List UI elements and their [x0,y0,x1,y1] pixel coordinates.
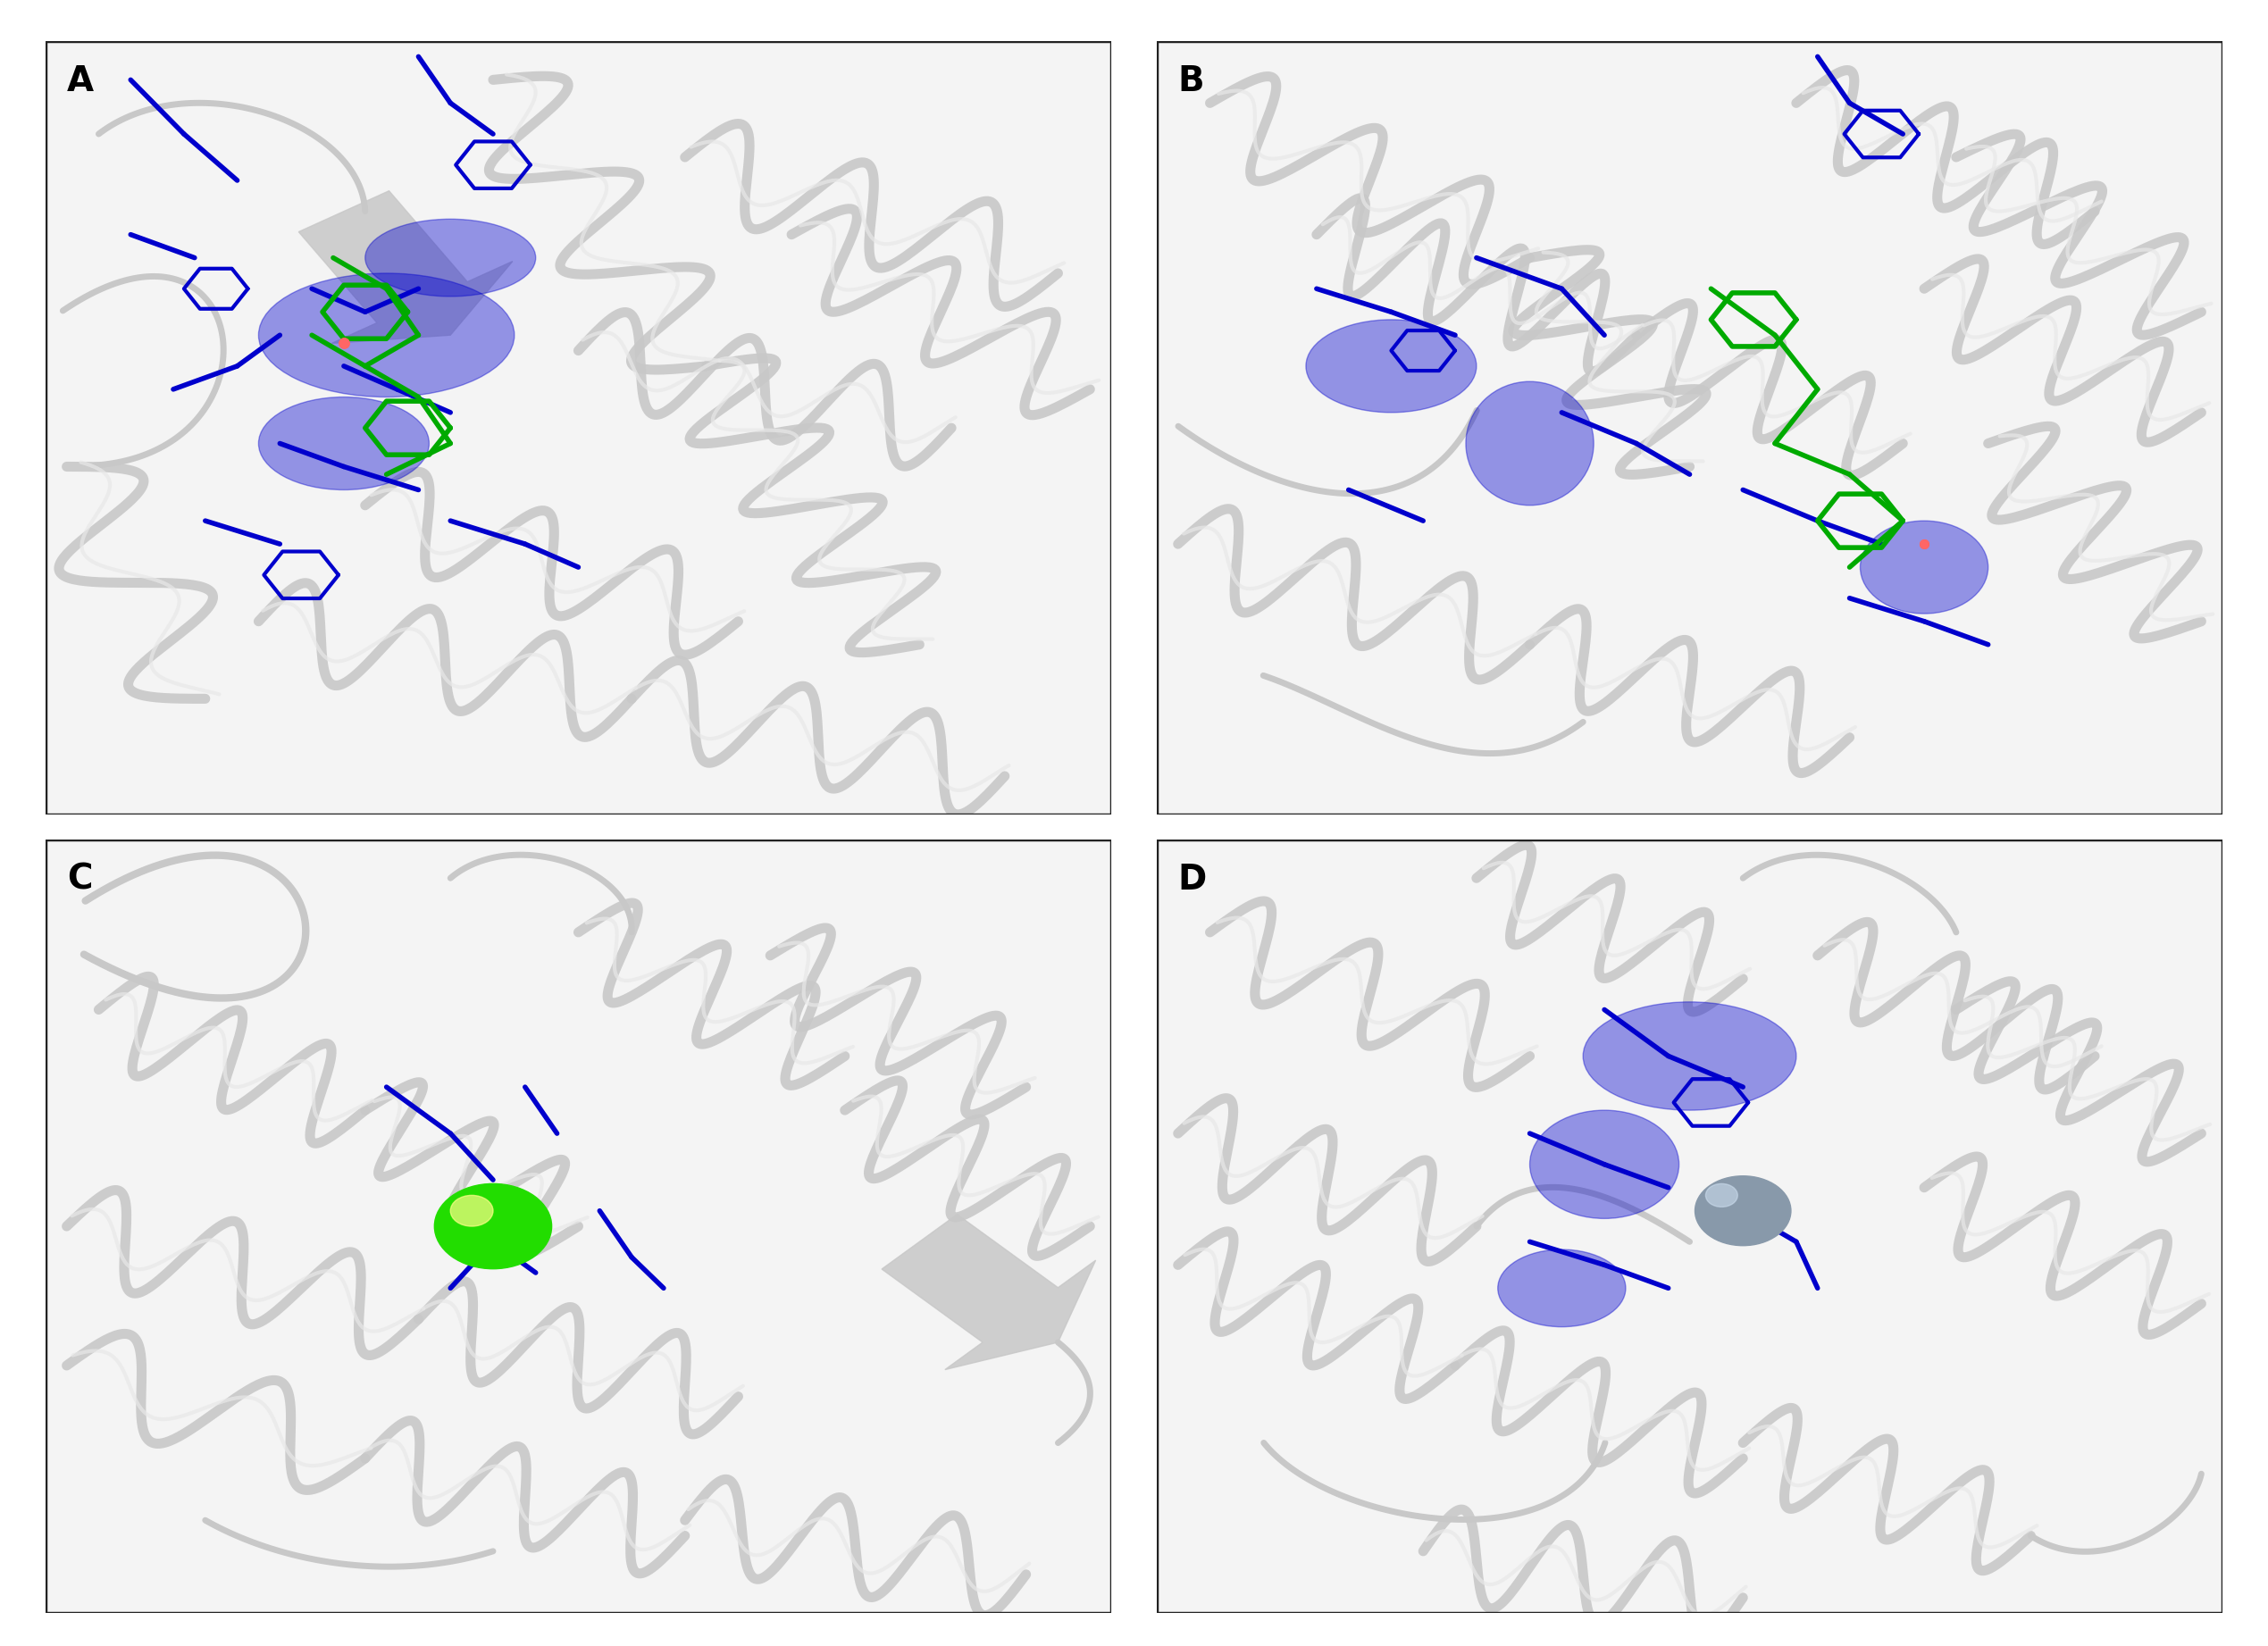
Ellipse shape [365,219,535,296]
Ellipse shape [1306,319,1476,413]
Circle shape [1706,1183,1737,1207]
Text: D: D [1177,863,1207,897]
Circle shape [1694,1175,1792,1246]
Text: C: C [66,863,93,897]
Ellipse shape [1860,520,1989,614]
Circle shape [435,1183,551,1269]
Ellipse shape [1465,382,1594,505]
Polygon shape [882,1215,1095,1369]
Text: A: A [66,64,93,99]
Ellipse shape [1497,1249,1626,1327]
Text: B: B [1177,64,1204,99]
Ellipse shape [259,397,429,491]
Ellipse shape [1529,1111,1678,1218]
Circle shape [451,1195,492,1226]
Ellipse shape [1583,1002,1796,1111]
Polygon shape [299,191,513,344]
Ellipse shape [259,273,515,397]
